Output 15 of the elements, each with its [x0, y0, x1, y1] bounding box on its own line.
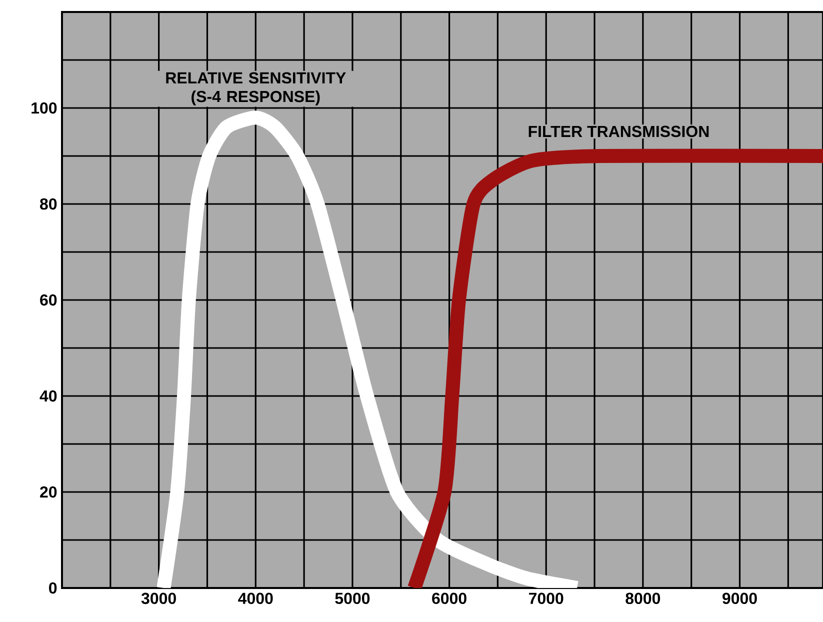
y-tick-label: 60 [40, 294, 57, 306]
y-tick-label: 40 [40, 390, 57, 402]
x-tick-label: 3000 [141, 592, 176, 604]
x-tick-label: 6000 [432, 592, 466, 604]
y-tick-label: 100 [32, 102, 57, 114]
x-tick-label: 9000 [722, 592, 757, 604]
y-tick-label: 80 [40, 198, 57, 210]
x-tick-label: 4000 [238, 592, 273, 604]
x-tick-label: 5000 [335, 592, 370, 604]
y-tick-label: 0 [49, 582, 57, 594]
x-tick-label: 7000 [529, 592, 564, 604]
series-label: RELATIVE SENSITIVITY (S-4 RESPONSE) [166, 72, 346, 106]
x-tick-label: 8000 [626, 592, 660, 604]
series-label: FILTER TRANSMISSION [528, 126, 709, 138]
y-tick-label: 20 [40, 486, 57, 498]
